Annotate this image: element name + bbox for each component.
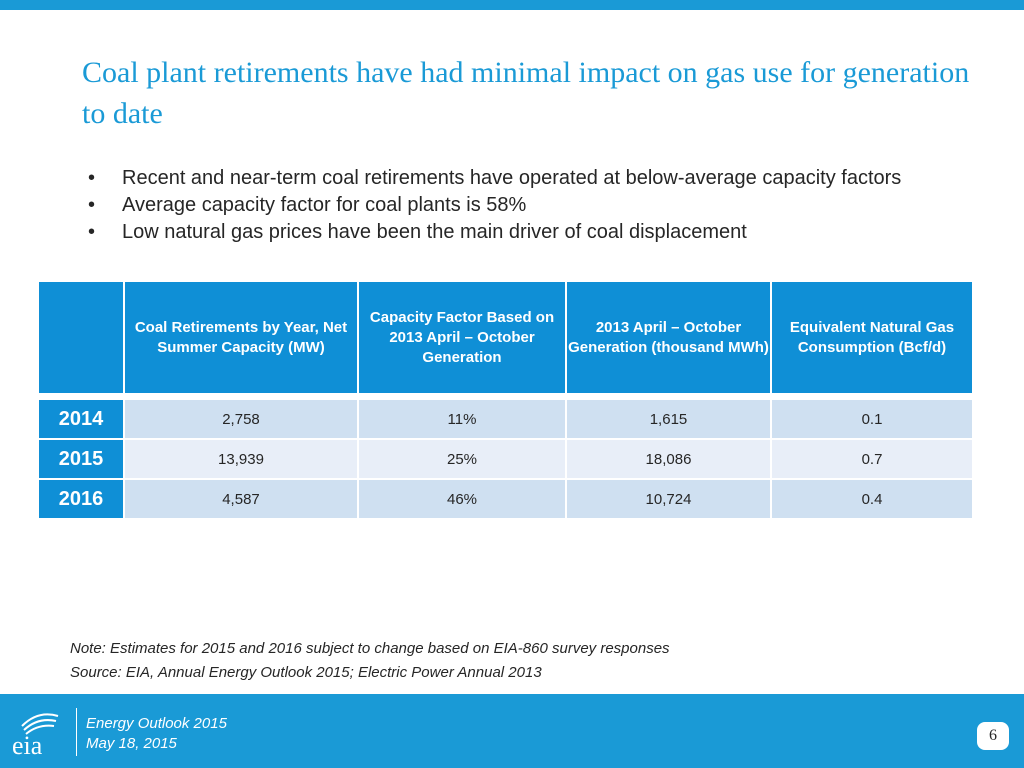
row-year: 2015 [37,438,125,480]
note-text: Note: Estimates for 2015 and 2016 subjec… [70,640,670,657]
cell-capacity-factor: 11% [357,398,567,440]
cell-retirements: 13,939 [123,438,359,480]
header-gas-consumption: Equivalent Natural Gas Consumption (Bcf/… [770,280,974,395]
bullet-item: • Average capacity factor for coal plants… [88,192,901,219]
eia-logo-icon: eia [12,713,59,758]
cell-gas: 0.1 [770,398,974,440]
table-row: 2014 2,758 11% 1,615 0.1 [37,398,974,440]
bullet-icon: • [88,194,96,216]
table-spacer [38,394,973,399]
header-year-corner [37,280,125,395]
bullet-text: Recent and near-term coal retirements ha… [122,167,902,189]
header-capacity-factor: Capacity Factor Based on 2013 April – Oc… [357,280,567,395]
cell-retirements: 4,587 [123,478,359,520]
cell-generation: 1,615 [565,398,772,440]
table-row: 2015 13,939 25% 18,086 0.7 [37,438,974,480]
bullet-item: • Recent and near-term coal retirements h… [88,165,901,192]
bullet-icon: • [88,221,96,243]
table-header-row: Coal Retirements by Year, Net Summer Cap… [37,280,974,395]
header-generation: 2013 April – October Generation (thousan… [565,280,772,395]
coal-retirements-table: Coal Retirements by Year, Net Summer Cap… [37,280,974,520]
top-accent-bar [0,0,1024,10]
bullet-list: • Recent and near-term coal retirements h… [88,165,901,246]
footer-date: May 18, 2015 [86,735,177,752]
footer-divider [76,708,77,756]
row-year: 2016 [37,478,125,520]
footer-bar: eia Energy Outlook 2015 May 18, 2015 6 [0,694,1024,768]
cell-generation: 10,724 [565,478,772,520]
bullet-text: Low natural gas prices have been the mai… [122,221,747,243]
page-number: 6 [977,722,1009,750]
cell-retirements: 2,758 [123,398,359,440]
cell-capacity-factor: 25% [357,438,567,480]
footer-report-title: Energy Outlook 2015 [86,715,227,732]
cell-gas: 0.7 [770,438,974,480]
bullet-text: Average capacity factor for coal plants … [122,194,527,216]
header-coal-retirements: Coal Retirements by Year, Net Summer Cap… [123,280,359,395]
cell-capacity-factor: 46% [357,478,567,520]
bullet-icon: • [88,167,96,189]
source-text: Source: EIA, Annual Energy Outlook 2015;… [70,664,542,681]
cell-gas: 0.4 [770,478,974,520]
footer-text: Energy Outlook 2015 May 18, 2015 [86,714,227,754]
slide-title: Coal plant retirements have had minimal … [82,56,970,130]
row-year: 2014 [37,398,125,440]
logo-text: eia [12,731,43,758]
cell-generation: 18,086 [565,438,772,480]
notes-block: Note: Estimates for 2015 and 2016 subjec… [70,637,670,685]
table-row: 2016 4,587 46% 10,724 0.4 [37,478,974,520]
bullet-item: • Low natural gas prices have been the ma… [88,219,901,246]
